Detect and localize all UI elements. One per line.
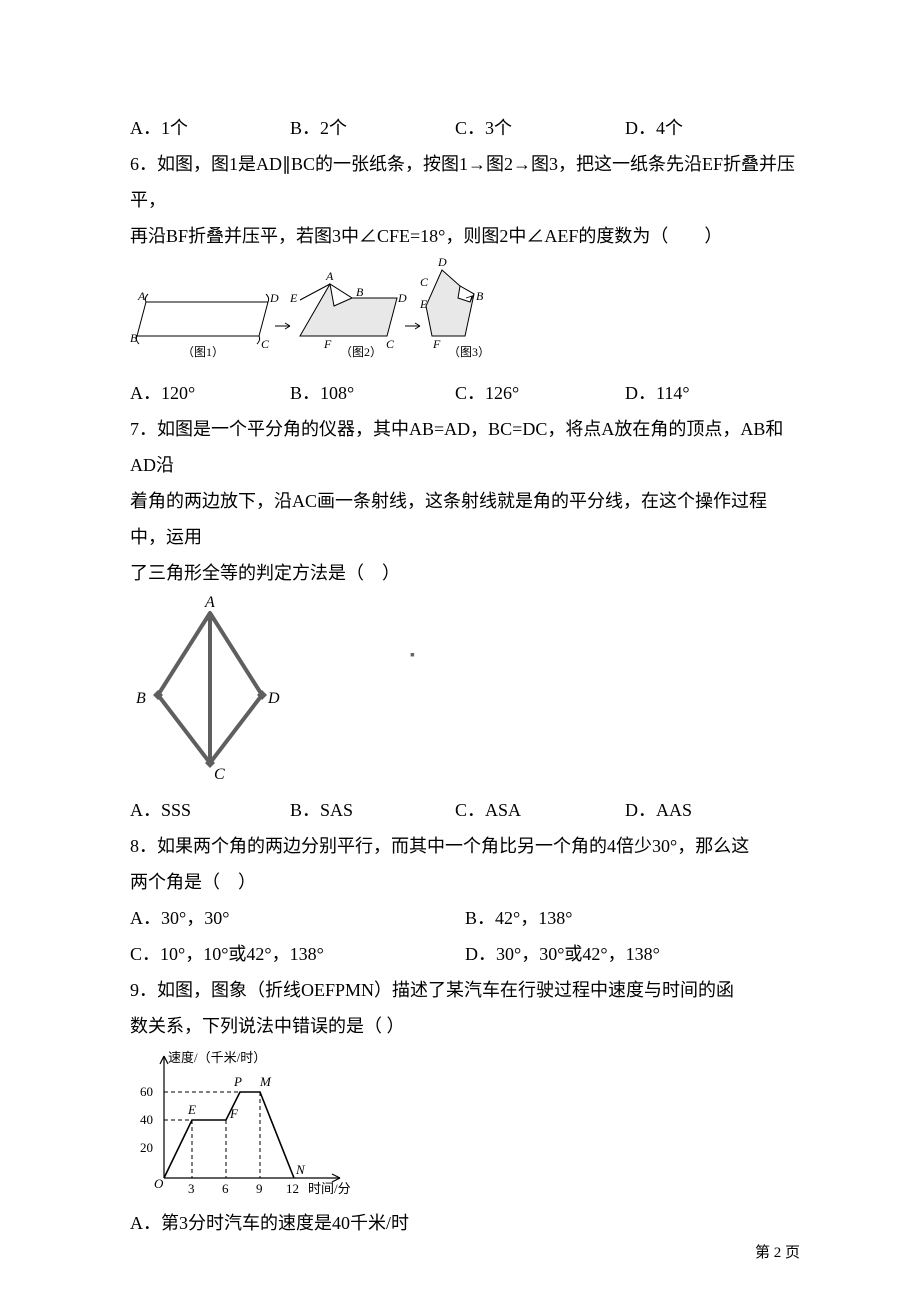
svg-text:P: P (233, 1074, 242, 1089)
svg-text:N: N (295, 1162, 306, 1177)
svg-text:9: 9 (256, 1181, 263, 1196)
q6-svg: A B C D （图1） A B C D E F （图2） (130, 258, 500, 368)
svg-text:20: 20 (140, 1140, 153, 1155)
q8-stem-line2: 两个角是（ ） (130, 864, 800, 900)
q8-option-c: C．10°，10°或42°，138° (130, 936, 465, 972)
q5-option-c: C．3个 (455, 110, 625, 146)
q9-figure: 20 40 60 速度/（千米/时） 3 6 9 12 时间/分 (130, 1048, 800, 1203)
svg-text:D: D (437, 258, 447, 269)
svg-text:C: C (261, 337, 270, 351)
q5-options: A．1个 B．2个 C．3个 D．4个 (130, 110, 800, 146)
q9-ylabel: 速度/（千米/时） (168, 1050, 266, 1065)
q8-option-a: A．30°，30° (130, 900, 465, 936)
svg-text:D: D (269, 291, 279, 305)
q8-options-row1: A．30°，30° B．42°，138° (130, 900, 800, 936)
q9-stem-line1: 9．如图，图象（折线OEFPMN）描述了某汽车在行驶过程中速度与时间的函 (130, 972, 800, 1008)
page: A．1个 B．2个 C．3个 D．4个 6．如图，图1是AD∥BC的一张纸条，按… (0, 0, 920, 1302)
svg-text:E: E (289, 291, 298, 305)
q7-options: A．SSS B．SAS C．ASA D．AAS (130, 792, 800, 828)
q7-option-c: C．ASA (455, 792, 625, 828)
q7-stem-line1: 7．如图是一个平分角的仪器，其中AB=AD，BC=DC，将点A放在角的顶点，AB… (130, 411, 800, 483)
q6-option-d: D．114° (625, 375, 800, 411)
q8-option-b: B．42°，138° (465, 900, 800, 936)
svg-text:O: O (154, 1176, 164, 1191)
svg-text:（图2）: （图2） (340, 345, 382, 359)
svg-text:（图1）: （图1） (182, 345, 224, 359)
svg-text:60: 60 (140, 1084, 153, 1099)
q5-option-d: D．4个 (625, 110, 800, 146)
svg-text:B: B (476, 289, 484, 303)
watermark-dot: ▪ (410, 648, 415, 664)
q9-svg: 20 40 60 速度/（千米/时） 3 6 9 12 时间/分 (130, 1048, 360, 1198)
svg-text:C: C (420, 275, 429, 289)
svg-text:C: C (214, 766, 225, 783)
svg-text:B: B (130, 331, 138, 345)
q8-option-d: D．30°，30°或42°，138° (465, 936, 800, 972)
q6-option-c: C．126° (455, 375, 625, 411)
q7-figure: A B D C (130, 595, 800, 790)
q7-stem-line3: 了三角形全等的判定方法是（ ） (130, 555, 800, 591)
q7-option-d: D．AAS (625, 792, 800, 828)
svg-text:C: C (386, 337, 395, 351)
q6-stem-line2: 再沿BF折叠并压平，若图3中∠CFE=18°，则图2中∠AEF的度数为（ ） (130, 218, 800, 254)
q8-options-row2: C．10°，10°或42°，138° D．30°，30°或42°，138° (130, 936, 800, 972)
q5-option-a: A．1个 (130, 110, 290, 146)
q6-option-b: B．108° (290, 375, 455, 411)
svg-text:F: F (323, 337, 332, 351)
svg-text:D: D (397, 291, 407, 305)
svg-text:6: 6 (222, 1181, 229, 1196)
q7-option-b: B．SAS (290, 792, 455, 828)
svg-text:A: A (325, 269, 334, 283)
svg-text:A: A (204, 595, 215, 611)
svg-text:40: 40 (140, 1112, 153, 1127)
q7-option-a: A．SSS (130, 792, 290, 828)
q9-stem-line2: 数关系，下列说法中错误的是（ ） (130, 1008, 800, 1044)
svg-text:B: B (356, 285, 364, 299)
q6-option-a: A．120° (130, 375, 290, 411)
q9-option-a: A．第3分时汽车的速度是40千米/时 (130, 1205, 800, 1241)
q7-stem-line2: 着角的两边放下，沿AC画一条射线，这条射线就是角的平分线，在这个操作过程中，运用 (130, 483, 800, 555)
svg-text:F: F (432, 337, 441, 351)
svg-text:D: D (267, 690, 280, 707)
svg-text:A: A (137, 289, 146, 303)
svg-text:E: E (187, 1102, 196, 1117)
page-number: 第 2 页 (755, 1241, 800, 1262)
q5-option-b: B．2个 (290, 110, 455, 146)
q8-stem-line1: 8．如果两个角的两边分别平行，而其中一个角比另一个角的4倍少30°，那么这 (130, 828, 800, 864)
q6-options: A．120° B．108° C．126° D．114° (130, 375, 800, 411)
q6-stem-line1: 6．如图，图1是AD∥BC的一张纸条，按图1→图2→图3，把这一纸条先沿EF折叠… (130, 146, 800, 218)
svg-text:（图3）: （图3） (448, 345, 490, 359)
svg-text:M: M (259, 1074, 272, 1089)
q7-svg: A B D C (130, 595, 290, 785)
q9-xlabel: 时间/分 (308, 1181, 351, 1196)
svg-text:E: E (419, 297, 428, 311)
svg-text:3: 3 (188, 1181, 195, 1196)
svg-text:B: B (136, 690, 146, 707)
q6-figure: A B C D （图1） A B C D E F （图2） (130, 258, 800, 373)
svg-text:F: F (229, 1106, 239, 1121)
svg-text:12: 12 (286, 1181, 299, 1196)
